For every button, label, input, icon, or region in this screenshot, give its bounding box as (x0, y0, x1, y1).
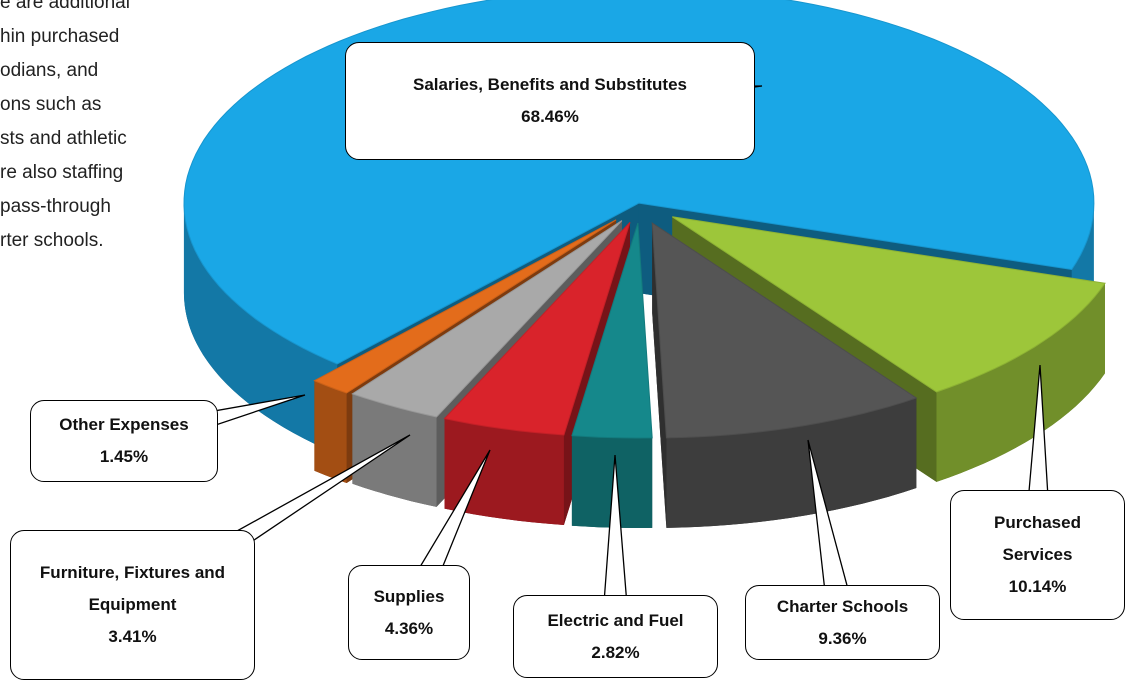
body-text: rter schools. (0, 230, 104, 251)
body-text: e are additional (0, 0, 130, 13)
slice (651, 222, 918, 528)
callout-value: 3.41% (108, 627, 157, 646)
slice (571, 222, 653, 528)
slice-top (443, 221, 631, 436)
callout: Purchased Services 10.14% (950, 490, 1125, 620)
slice-side (183, 203, 338, 454)
body-text: ons such as (0, 94, 102, 115)
slice-side (314, 380, 347, 483)
slice-top (571, 222, 653, 439)
slice-top (672, 216, 1106, 393)
callout-value: 10.14% (1008, 577, 1067, 596)
callout-name: Purchased Services (994, 513, 1081, 564)
body-text: hin purchased (0, 26, 120, 47)
callout-name: Charter Schools (776, 596, 909, 616)
slice-top (313, 219, 617, 394)
callout: Supplies 4.36% (348, 565, 470, 660)
slice-side (444, 418, 564, 525)
callout-value: 1.45% (99, 447, 149, 466)
slice-top (351, 220, 623, 418)
callout-name: Electric and Fuel (547, 610, 684, 630)
callout-value: 2.82% (591, 642, 640, 662)
callout: Electric and Fuel 2.82% (513, 595, 718, 678)
callout-name: Salaries, Benefits and Substitutes (413, 75, 687, 94)
callout-value: 4.36% (384, 618, 434, 638)
callout-value: 9.36% (818, 628, 867, 648)
callout: Salaries, Benefits and Substitutes 68.46% (345, 42, 755, 160)
slice-top (651, 222, 918, 439)
slice-side (666, 398, 917, 528)
slice-side (571, 435, 653, 528)
slice-side (352, 393, 437, 507)
slice-side (936, 283, 1105, 482)
callout: Charter Schools 9.36% (745, 585, 940, 660)
callout-name: Furniture, Fixtures and Equipment (39, 563, 226, 614)
body-text: sts and athletic (0, 128, 127, 149)
callout: Furniture, Fixtures and Equipment 3.41% (10, 530, 255, 680)
slice-wall (652, 223, 667, 528)
body-text: re also staffing (0, 162, 124, 183)
callout: Other Expenses 1.45% (30, 400, 218, 482)
body-text: pass-through (0, 196, 111, 217)
callout-name: Other Expenses (59, 415, 189, 434)
callout-name: Supplies (373, 586, 445, 606)
callout-value: 68.46% (521, 107, 579, 126)
body-text: odians, and (0, 60, 99, 81)
